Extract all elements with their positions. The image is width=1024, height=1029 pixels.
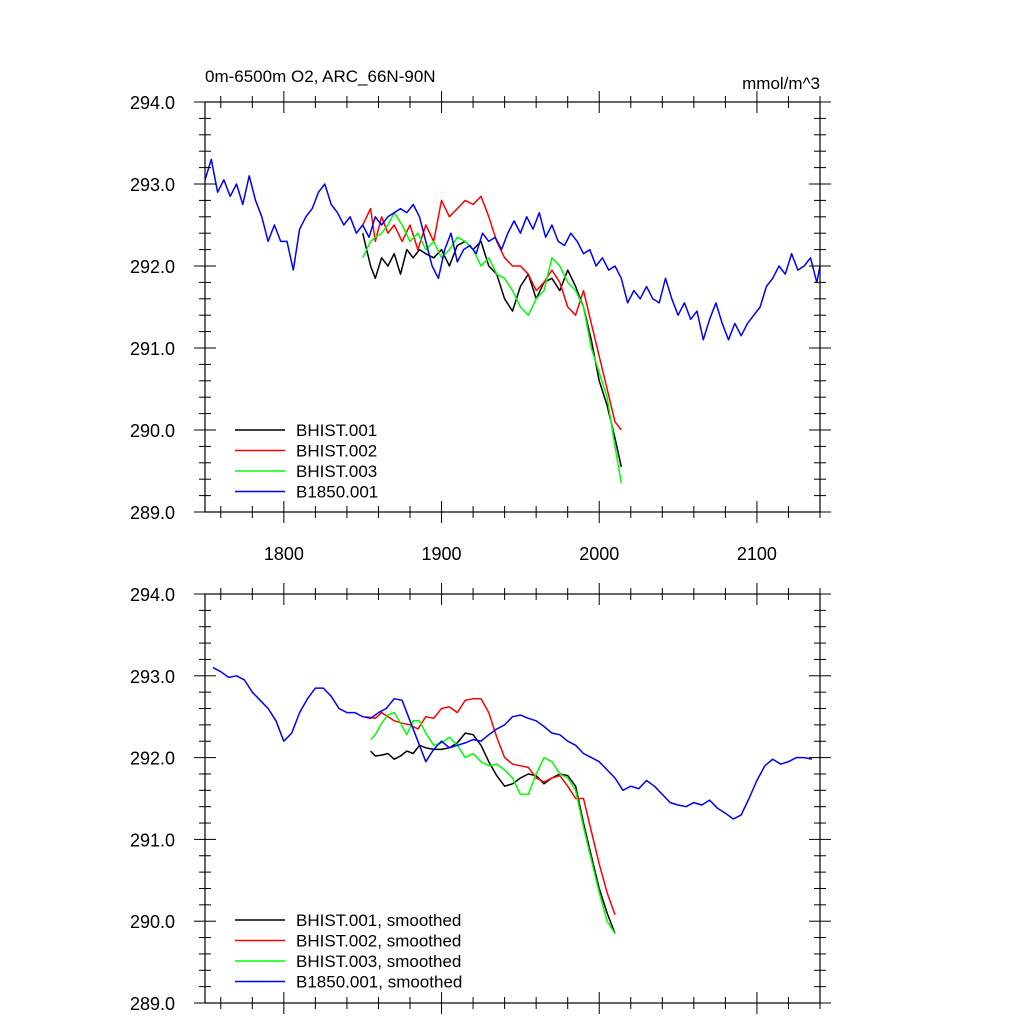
y-tick-label: 290.0 — [130, 421, 175, 441]
chart-title: 0m-6500m O2, ARC_66N-90N — [205, 67, 436, 86]
legend: BHIST.001, smoothed BHIST.002, smoothedBH… — [235, 911, 462, 992]
legend-label: B1850.001, smoothed — [296, 973, 462, 992]
legend-label: B1850.001 — [296, 483, 378, 502]
plot-frame — [204, 593, 821, 1004]
series-line-4 — [212, 666, 813, 820]
y-tick-label: 292.0 — [130, 749, 175, 769]
series-line-3 — [370, 711, 616, 934]
legend-label: BHIST.003, smoothed — [296, 952, 461, 971]
y-tick-label: 289.0 — [130, 503, 175, 523]
y-tick-label: 292.0 — [130, 257, 175, 277]
y-tick-label: 290.0 — [130, 912, 175, 932]
y-tick-label: 294.0 — [130, 93, 175, 113]
y-tick-label: 291.0 — [130, 830, 175, 850]
y-tick-label: 293.0 — [130, 667, 175, 687]
series-line-2 — [362, 195, 622, 431]
x-tick-label: 2000 — [579, 544, 619, 564]
legend-label: BHIST.002 — [296, 442, 377, 461]
series-line-1 — [370, 732, 616, 934]
legend-label: BHIST.002, smoothed — [296, 932, 461, 951]
y-tick-label: 294.0 — [130, 585, 175, 605]
legend-label: BHIST.001, smoothed — [296, 911, 461, 930]
series-line-4 — [205, 158, 820, 341]
plot-panel-2: 289.0 290.0 291.0 292.0 293.0 294.0 BHIST.001,… — [130, 583, 831, 1014]
series-line-3 — [362, 211, 623, 484]
y-tick-label: 289.0 — [130, 994, 175, 1014]
x-tick-label: 1900 — [422, 544, 462, 564]
plot-panel-1: 289.0 290.0 291.0 292.0 293.0 294.0 1800 1900 20… — [130, 67, 831, 564]
x-tick-label: 1800 — [264, 544, 304, 564]
plot-frame — [204, 101, 821, 513]
series-line-2 — [365, 697, 616, 915]
y-tick-label: 291.0 — [130, 339, 175, 359]
legend-label: BHIST.001 — [296, 421, 377, 440]
units-label: mmol/m^3 — [742, 74, 820, 93]
legend-label: BHIST.003 — [296, 462, 377, 481]
series-line-1 — [361, 233, 623, 468]
x-tick-label: 2100 — [737, 544, 777, 564]
y-tick-label: 293.0 — [130, 175, 175, 195]
